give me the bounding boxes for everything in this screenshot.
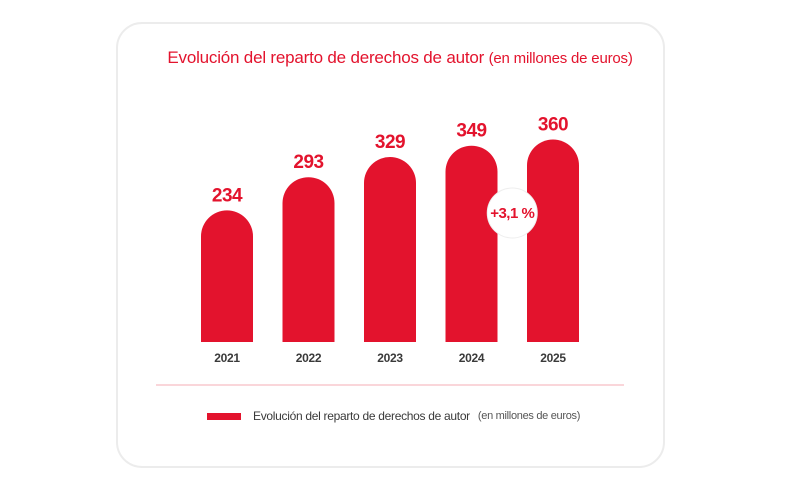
bar-2025 <box>527 139 579 342</box>
year-label-2023: 2023 <box>377 351 403 365</box>
bars-group <box>201 139 579 342</box>
growth-annotation-group: +3,1 % <box>486 187 538 239</box>
legend: Evolución del reparto de derechos de aut… <box>207 406 580 426</box>
growth-badge-text: +3,1 % <box>490 205 534 222</box>
bar-2024 <box>445 145 498 342</box>
growth-badge <box>486 187 538 239</box>
legend-label: Evolución del reparto de derechos de aut… <box>253 409 470 423</box>
bar-2023 <box>364 156 416 342</box>
value-label-2023: 329 <box>375 132 405 153</box>
year-label-2021: 2021 <box>214 351 240 365</box>
value-label-2024: 349 <box>456 121 486 142</box>
chart-title-unit: (en millones de euros) <box>488 50 633 67</box>
year-labels-group: 2021 2022 2023 2024 2025 <box>214 351 566 365</box>
bar-2021 <box>201 210 253 342</box>
value-labels-group: 234 293 329 349 360 <box>212 115 569 207</box>
year-label-2022: 2022 <box>296 351 322 365</box>
legend-swatch <box>207 412 241 420</box>
bar-2022 <box>282 177 335 342</box>
chart-title: Evolución del reparto de derechos de aut… <box>0 48 800 68</box>
year-label-2024: 2024 <box>459 351 485 365</box>
value-label-2025: 360 <box>538 115 568 136</box>
year-label-2025: 2025 <box>540 351 566 365</box>
chart-title-text: Evolución del reparto de derechos de aut… <box>167 48 485 67</box>
value-label-2021: 234 <box>212 185 243 206</box>
legend-unit: (en millones de euros) <box>477 410 581 422</box>
value-label-2022: 293 <box>293 152 323 173</box>
